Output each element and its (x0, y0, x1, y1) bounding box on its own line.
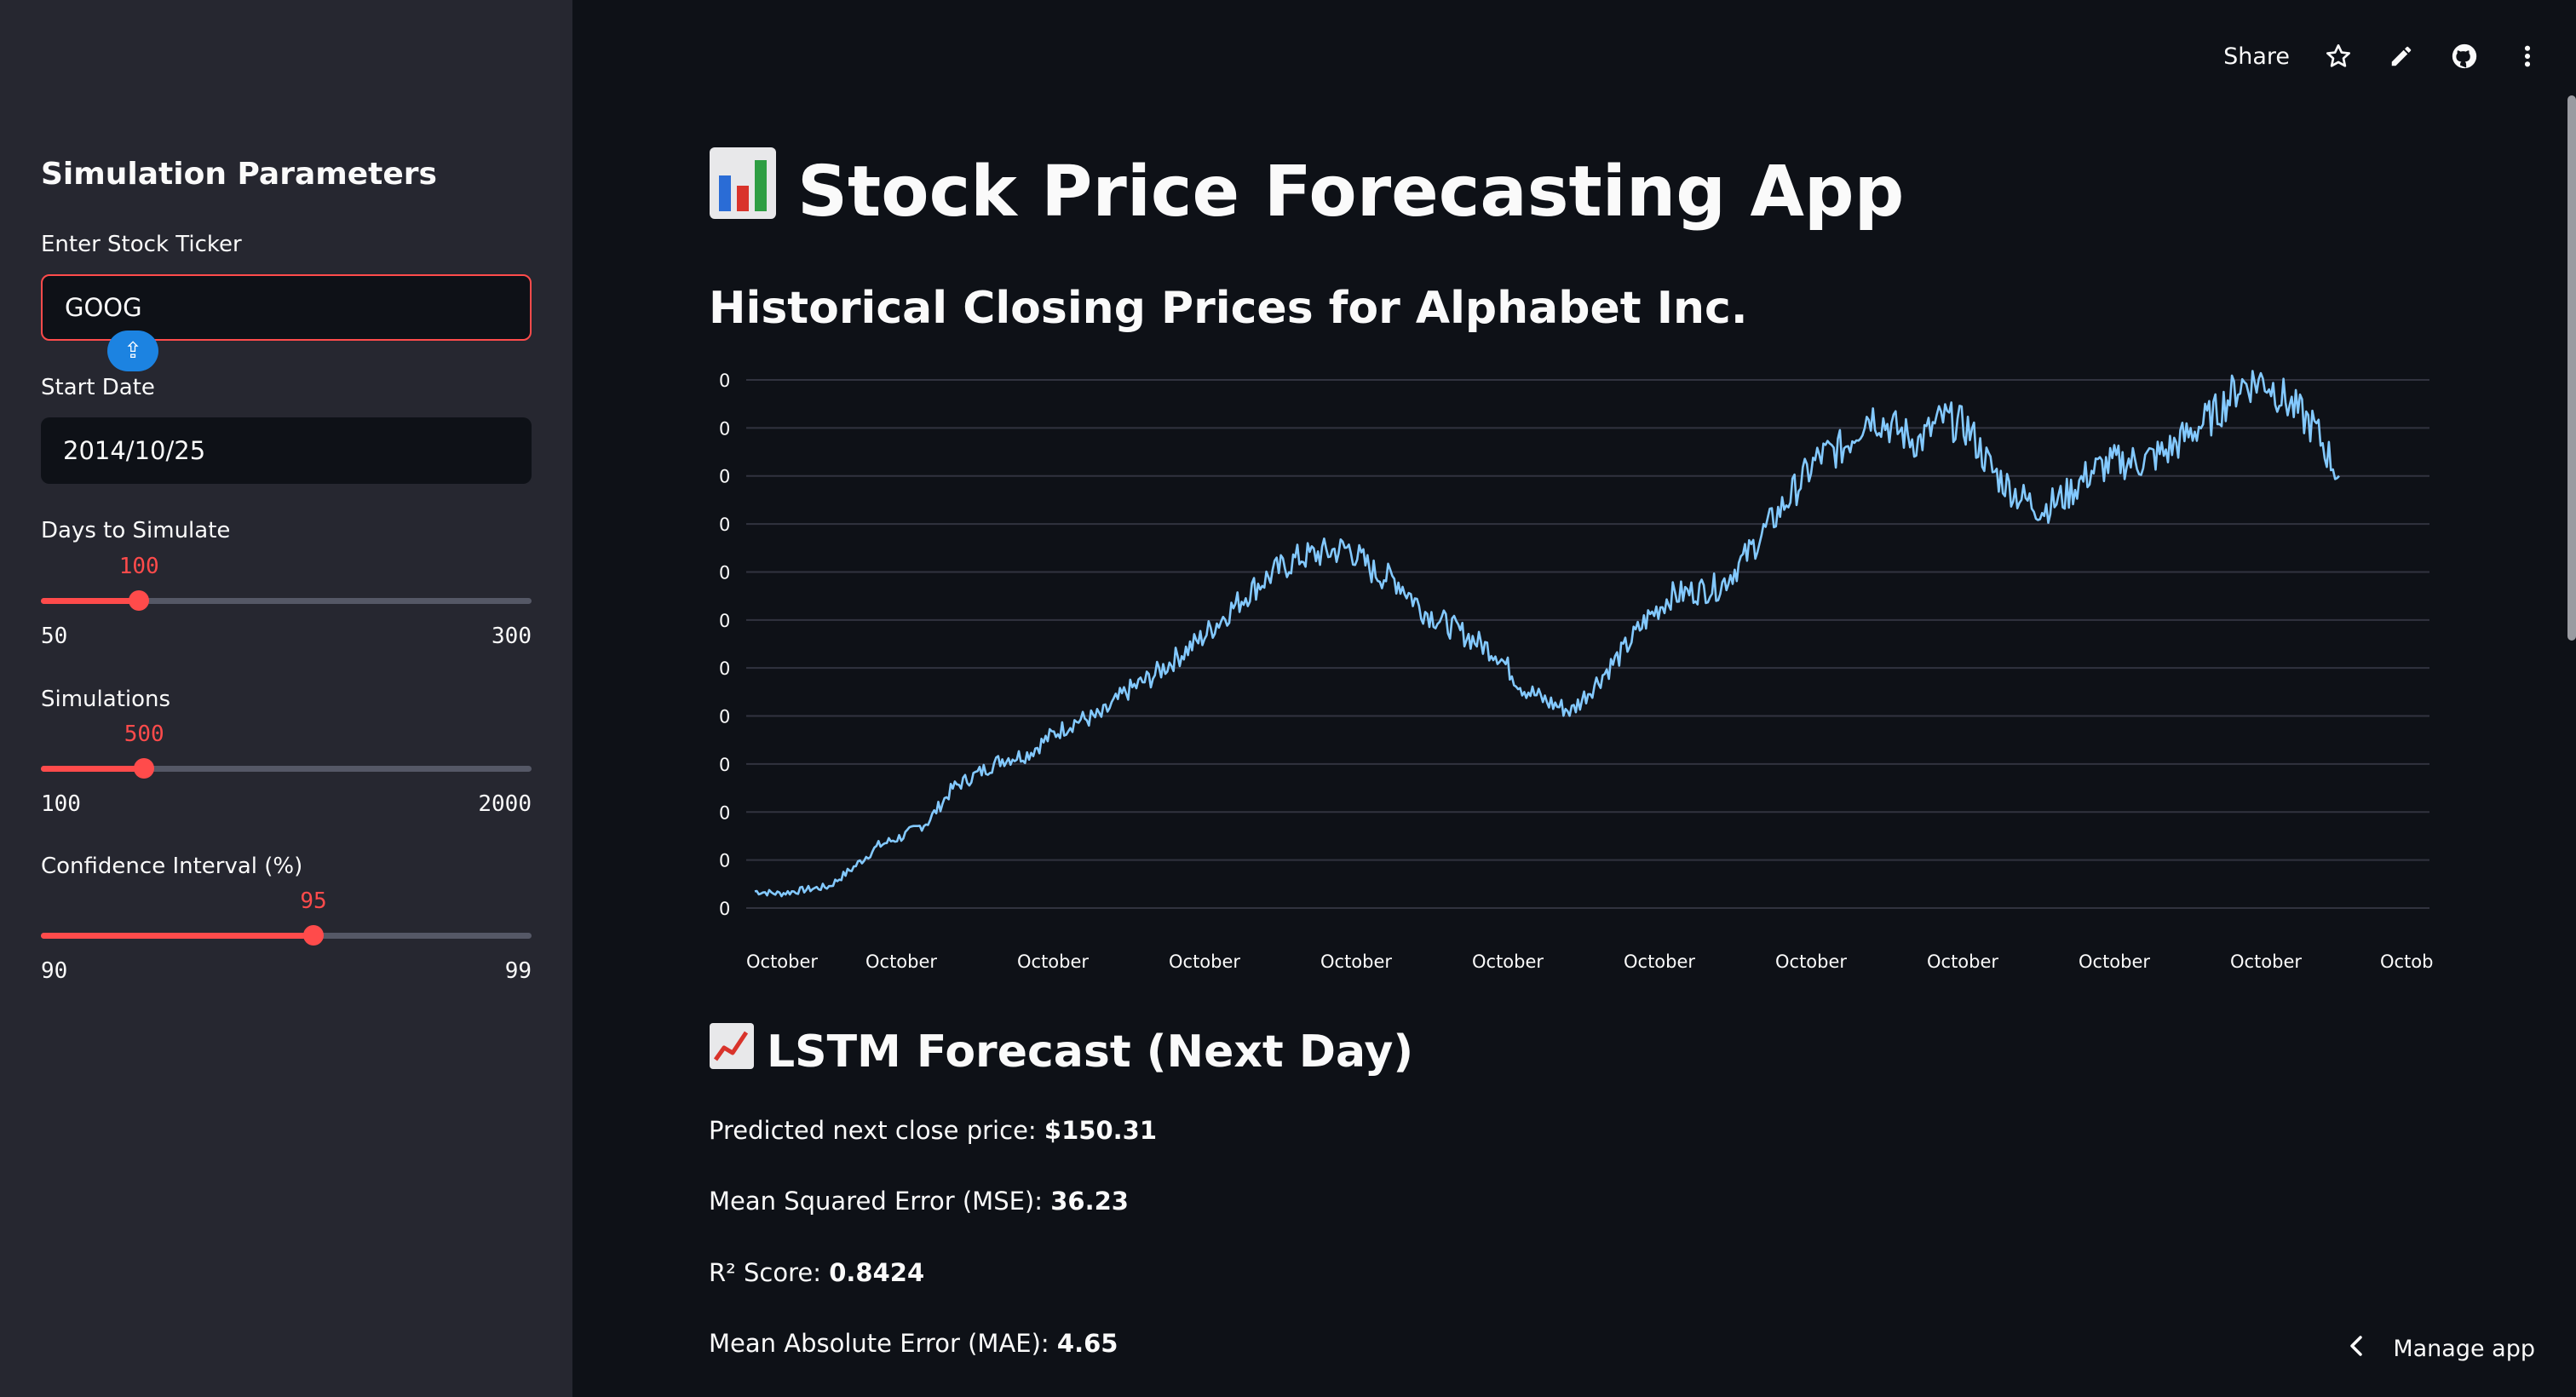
x-tick-label: Octob (2380, 951, 2434, 971)
slider-thumb[interactable] (303, 925, 325, 946)
y-tick-label: 0 (719, 851, 730, 871)
metric-mae: Mean Absolute Error (MAE): 4.65 (709, 1329, 1118, 1358)
y-tick-label: 0 (719, 515, 730, 535)
slider-value: 95 (300, 888, 327, 914)
metric-value: 0.8424 (829, 1258, 925, 1287)
x-tick-label: October (865, 951, 937, 971)
sidebar: Simulation Parameters Enter Stock Ticker… (0, 0, 572, 1397)
chart-heading: Historical Closing Prices for Alphabet I… (709, 283, 1748, 334)
price-series-line (754, 370, 2340, 898)
days-label: Days to Simulate (41, 518, 231, 543)
confidence-slider[interactable]: 95 90 99 (41, 888, 532, 984)
metric-mse: Mean Squared Error (MSE): 36.23 (709, 1187, 1129, 1216)
sidebar-title: Simulation Parameters (41, 157, 437, 192)
slider-thumb[interactable] (134, 758, 155, 779)
slider-value: 500 (124, 721, 164, 747)
start-date-value: 2014/10/25 (63, 436, 206, 465)
ticker-label: Enter Stock Ticker (41, 232, 242, 257)
y-tick-label: 0 (719, 418, 730, 439)
slider-max: 300 (492, 624, 532, 649)
trend-up-icon (709, 1022, 755, 1081)
slider-min: 90 (41, 958, 68, 984)
metric-label: R² Score: (709, 1258, 830, 1287)
star-icon[interactable] (2324, 42, 2353, 71)
metric-value: 36.23 (1050, 1187, 1129, 1216)
caps-lock-icon: ⇪ (107, 331, 158, 371)
more-vertical-icon[interactable] (2513, 42, 2542, 71)
metric-predicted-price: Predicted next close price: $150.31 (709, 1116, 1157, 1145)
x-tick-label: October (2079, 951, 2150, 971)
x-tick-label: October (1775, 951, 1847, 971)
page-title-text: Stock Price Forecasting App (797, 151, 1905, 233)
simulations-slider[interactable]: 500 100 2000 (41, 721, 532, 817)
metric-label: Predicted next close price: (709, 1116, 1044, 1145)
slider-min: 50 (41, 624, 68, 649)
start-date-input[interactable]: 2014/10/25 (41, 417, 532, 484)
slider-fill (41, 598, 140, 604)
slider-track (41, 598, 532, 604)
days-slider[interactable]: 100 50 300 (41, 554, 532, 649)
y-tick-label: 0 (719, 707, 730, 727)
slider-min: 100 (41, 791, 81, 817)
page-scrollbar[interactable] (2567, 95, 2576, 641)
start-date-label: Start Date (41, 375, 155, 400)
page-title: Stock Price Forecasting App (709, 147, 1904, 237)
share-button[interactable]: Share (2223, 43, 2290, 70)
y-tick-label: 0 (719, 899, 730, 919)
forecast-heading-text: LSTM Forecast (Next Day) (767, 1026, 1414, 1078)
y-tick-label: 0 (719, 611, 730, 631)
historical-price-chart[interactable]: 0 0 0 0 0 0 0 0 0 0 0 0 October October October October… (709, 358, 2447, 971)
slider-track (41, 766, 532, 772)
x-tick-label: October (1927, 951, 1998, 971)
github-icon[interactable] (2450, 42, 2479, 71)
manage-app-button[interactable]: Manage app (2349, 1335, 2535, 1363)
x-tick-label: October (1017, 951, 1089, 971)
metric-label: Mean Absolute Error (MAE): (709, 1329, 1057, 1358)
x-tick-label: October (746, 951, 818, 971)
x-tick-label: October (2230, 951, 2302, 971)
forecast-heading: LSTM Forecast (Next Day) (709, 1022, 1413, 1081)
confidence-label: Confidence Interval (%) (41, 854, 303, 879)
metric-value: 4.65 (1056, 1329, 1118, 1358)
toolbar: Share (2223, 34, 2542, 78)
slider-fill (41, 933, 314, 939)
simulations-label: Simulations (41, 687, 171, 712)
edit-pencil-icon[interactable] (2387, 42, 2416, 71)
metric-label: Mean Squared Error (MSE): (709, 1187, 1051, 1216)
slider-fill (41, 766, 145, 772)
y-tick-label: 0 (719, 467, 730, 487)
ticker-input-value: GOOG (65, 293, 142, 322)
metric-value: $150.31 (1044, 1116, 1157, 1145)
slider-max: 99 (504, 958, 532, 984)
y-tick-label: 0 (719, 658, 730, 679)
y-tick-label: 0 (719, 755, 730, 775)
chevron-left-icon (2349, 1335, 2364, 1363)
slider-max: 2000 (478, 791, 532, 817)
y-tick-label: 0 (719, 371, 730, 391)
slider-value: 100 (118, 554, 159, 579)
ticker-input[interactable]: GOOG (41, 274, 532, 341)
x-tick-label: October (1169, 951, 1240, 971)
x-tick-label: October (1472, 951, 1544, 971)
x-tick-label: October (1624, 951, 1695, 971)
bar-chart-icon (709, 147, 777, 237)
slider-thumb[interactable] (129, 590, 150, 611)
metric-r2: R² Score: 0.8424 (709, 1258, 924, 1287)
manage-app-label: Manage app (2393, 1336, 2535, 1362)
y-tick-label: 0 (719, 802, 730, 823)
x-tick-label: October (1320, 951, 1392, 971)
y-tick-label: 0 (719, 562, 730, 583)
